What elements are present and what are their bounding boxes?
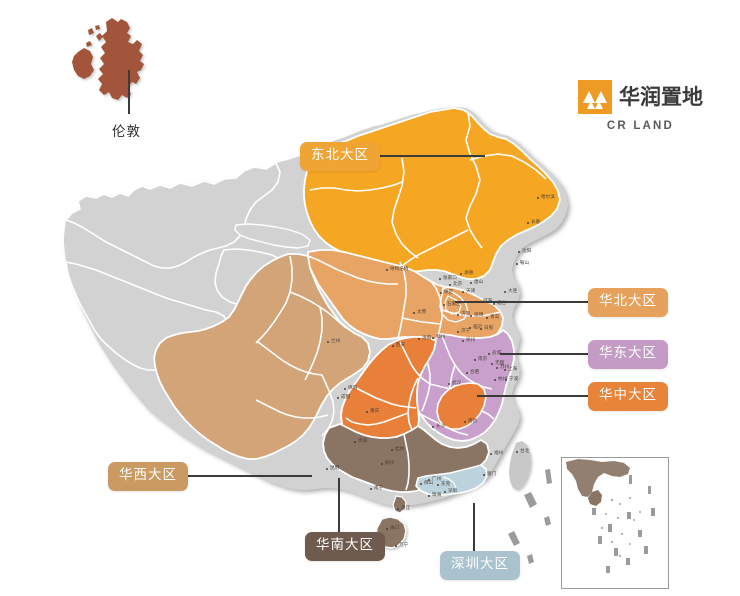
south-china-sea-inset-box xyxy=(561,457,669,589)
callout-north-china[interactable]: 华北大区 xyxy=(588,288,668,317)
leader-line-northeast xyxy=(375,155,485,157)
cr-land-logo: 华润置地 CR LAND xyxy=(578,80,703,132)
logo-english-name: CR LAND xyxy=(606,120,675,132)
inactive-regions xyxy=(65,162,349,371)
leader-line-west xyxy=(185,475,312,477)
leader-line-london xyxy=(128,70,130,114)
region-central-china xyxy=(340,336,487,453)
callout-east-china[interactable]: 华东大区 xyxy=(588,340,668,369)
leader-line-south xyxy=(338,478,340,532)
leader-line-shenzhen xyxy=(473,503,475,551)
leader-line-central xyxy=(477,395,588,397)
callout-central-china[interactable]: 华中大区 xyxy=(588,382,668,411)
callout-west-china[interactable]: 华西大区 xyxy=(108,462,188,491)
cr-land-mountain-mark-icon xyxy=(578,80,612,114)
leader-line-east xyxy=(500,353,588,355)
callout-northeast[interactable]: 东北大区 xyxy=(300,142,380,171)
logo-row: 华润置地 xyxy=(578,80,703,114)
south-china-sea-islets xyxy=(508,469,552,564)
logo-chinese-name: 华润置地 xyxy=(619,84,703,109)
taiwan-shape xyxy=(509,441,531,490)
uk-ireland-shape xyxy=(72,18,144,100)
callout-south-china[interactable]: 华南大区 xyxy=(305,532,385,561)
callout-shenzhen[interactable]: 深圳大区 xyxy=(440,551,520,580)
leader-line-north xyxy=(455,301,588,303)
inset-map-content xyxy=(566,459,655,573)
label-london: 伦敦 xyxy=(112,124,141,140)
region-shenzhen xyxy=(415,464,488,496)
